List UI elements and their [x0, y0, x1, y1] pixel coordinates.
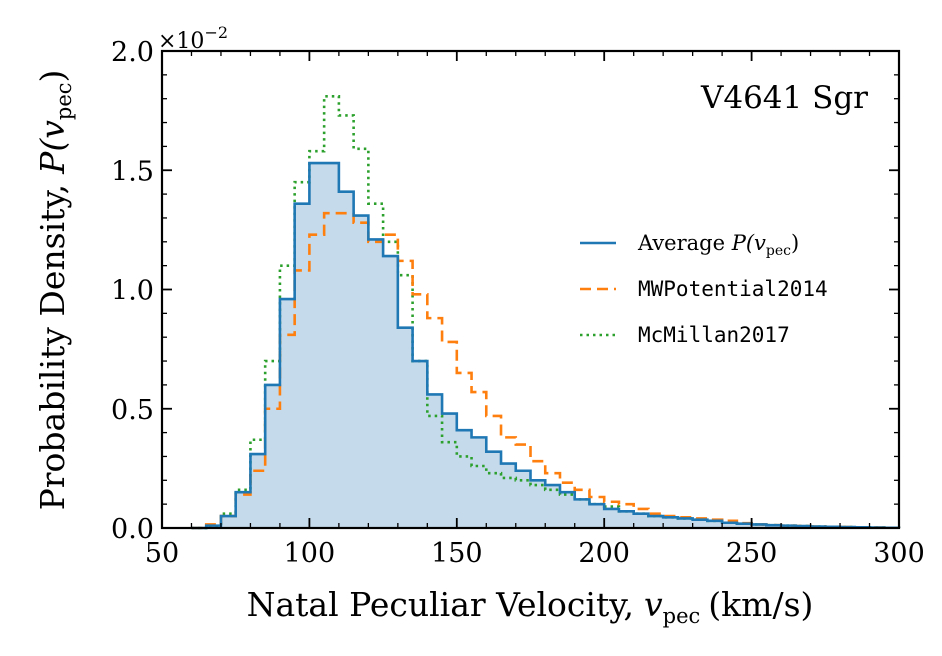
axes: 50 100 150 200 250 300 0.0 0.5 1.0 1.5 2.0 [111, 37, 925, 569]
y-tick-label: 1.0 [111, 276, 154, 307]
x-tick-label: 100 [284, 538, 336, 569]
y-tick-label: 0.0 [111, 514, 154, 545]
legend-label: McMillan2017 [638, 323, 790, 347]
x-tick-label: 50 [145, 538, 179, 569]
y-tick-label: 0.5 [111, 395, 154, 426]
series-line-average-p-v-pec- [191, 161, 901, 530]
svg-text:Natal Peculiar Velocity,vpec(k: Natal Peculiar Velocity, vpec (km/s) [247, 585, 814, 628]
y-multiplier: ×10−2 [158, 23, 228, 54]
legend-label: MWPotential2014 [638, 277, 828, 301]
x-tick-label: 250 [726, 538, 778, 569]
x-axis-title: Natal Peculiar Velocity, vpec (km/s) [247, 585, 814, 628]
x-tick-label: 200 [578, 538, 630, 569]
y-axis-title: Probability Density,P(vpec) [33, 70, 76, 511]
y-tick-label: 1.5 [111, 156, 154, 187]
svg-text:Probability Density,P(vpec): Probability Density,P(vpec) [33, 70, 76, 511]
plot-area [191, 95, 901, 530]
annotation-label: V4641 Sgr [700, 80, 868, 116]
svg-text:×10−2: ×10−2 [158, 23, 228, 54]
x-tick-label: 300 [873, 538, 925, 569]
y-tick-label: 2.0 [111, 37, 154, 68]
x-tick-label: 150 [431, 538, 483, 569]
legend-label: Average P(vpec) [637, 231, 799, 259]
average-fill-area [191, 163, 900, 528]
legend: Average P(vpec) MWPotential2014 McMillan20… [580, 231, 828, 347]
